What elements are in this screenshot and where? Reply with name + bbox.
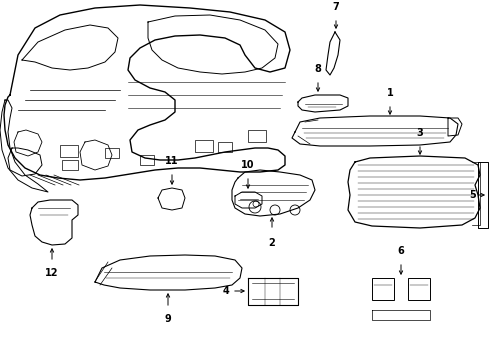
- Bar: [195, 140, 213, 152]
- Bar: [372, 278, 394, 300]
- Text: 10: 10: [241, 160, 255, 170]
- Bar: [60, 145, 78, 157]
- Text: 6: 6: [397, 246, 404, 256]
- Text: 1: 1: [387, 88, 393, 98]
- Bar: [140, 155, 154, 165]
- Text: 12: 12: [45, 268, 59, 278]
- Text: 3: 3: [416, 128, 423, 138]
- Bar: [105, 148, 119, 158]
- Text: 8: 8: [315, 64, 321, 74]
- Text: 4: 4: [222, 286, 229, 296]
- Text: 9: 9: [165, 314, 172, 324]
- Text: 11: 11: [165, 156, 179, 166]
- Bar: [218, 142, 232, 152]
- Text: 5: 5: [469, 190, 476, 200]
- Bar: [62, 160, 78, 170]
- Text: 2: 2: [269, 238, 275, 248]
- Text: 7: 7: [333, 2, 340, 12]
- Bar: [248, 130, 266, 142]
- Bar: [408, 278, 430, 300]
